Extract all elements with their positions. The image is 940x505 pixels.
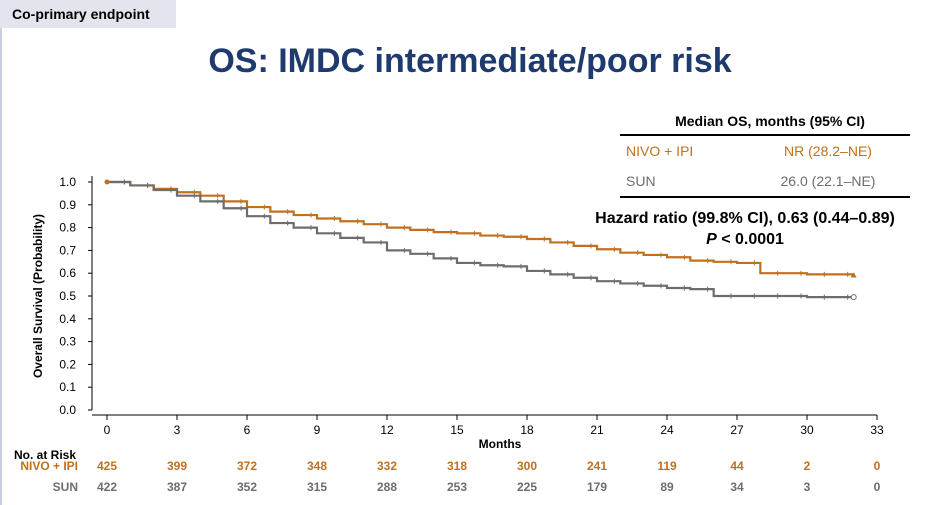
p-label: P bbox=[706, 231, 717, 248]
risk-count: 0 bbox=[873, 480, 881, 494]
risk-count: 372 bbox=[236, 459, 258, 473]
x-tick-label: 6 bbox=[244, 423, 251, 437]
risk-count: 179 bbox=[586, 480, 608, 494]
risk-count: 89 bbox=[660, 480, 674, 494]
median-arm-label: NIVO + IPI bbox=[626, 143, 694, 159]
risk-count: 318 bbox=[446, 459, 468, 473]
risk-count: 3 bbox=[803, 480, 811, 494]
y-tick-label: 0.7 bbox=[59, 243, 76, 257]
median-os-header: Median OS, months (95% CI) bbox=[620, 108, 910, 136]
p-value: < 0.0001 bbox=[721, 231, 784, 248]
y-tick-label: 0.8 bbox=[59, 221, 76, 235]
endpoint-tag: Co-primary endpoint bbox=[0, 0, 176, 28]
x-tick-label: 30 bbox=[800, 423, 814, 437]
x-tick-label: 15 bbox=[450, 423, 464, 437]
y-tick-label: 0.4 bbox=[59, 312, 76, 326]
x-tick-label: 18 bbox=[520, 423, 534, 437]
risk-count: 44 bbox=[730, 459, 744, 473]
curve-end-marker bbox=[850, 272, 857, 278]
y-axis-label: Overall Survival (Probability) bbox=[31, 214, 45, 378]
risk-count: 425 bbox=[96, 459, 118, 473]
x-tick-label: 0 bbox=[104, 423, 111, 437]
risk-count: 2 bbox=[803, 459, 811, 473]
survival-curve-nivo-ipi bbox=[107, 180, 855, 276]
median-value: NR (28.2–NE) bbox=[784, 143, 872, 159]
median-arm-label: SUN bbox=[626, 173, 656, 189]
risk-count: 34 bbox=[730, 480, 744, 494]
risk-count: 332 bbox=[376, 459, 398, 473]
y-tick-label: 0.1 bbox=[59, 380, 76, 394]
risk-row-label: SUN bbox=[52, 480, 78, 494]
risk-count: 348 bbox=[306, 459, 328, 473]
median-value: 26.0 (22.1–NE) bbox=[780, 173, 876, 189]
median-os-table: Median OS, months (95% CI) NIVO + IPI NR… bbox=[620, 108, 910, 198]
left-margin-rule bbox=[0, 0, 2, 505]
risk-row-label: NIVO + IPI bbox=[20, 459, 78, 473]
y-tick-label: 0.9 bbox=[59, 198, 76, 212]
risk-count: 300 bbox=[516, 459, 538, 473]
risk-count: 288 bbox=[376, 480, 398, 494]
risk-count: 315 bbox=[306, 480, 328, 494]
y-tick-label: 1.0 bbox=[59, 175, 76, 189]
survival-curve-sun bbox=[107, 180, 854, 299]
risk-table-title: No. at Risk bbox=[14, 448, 77, 462]
p-value-line: P < 0.0001 bbox=[560, 229, 930, 250]
risk-count: 387 bbox=[166, 480, 188, 494]
x-tick-label: 12 bbox=[380, 423, 394, 437]
x-tick-label: 33 bbox=[870, 423, 884, 437]
median-row-sun: SUN 26.0 (22.1–NE) bbox=[620, 166, 910, 198]
y-tick-label: 0.3 bbox=[59, 335, 76, 349]
x-tick-label: 27 bbox=[730, 423, 744, 437]
x-tick-label: 9 bbox=[314, 423, 321, 437]
median-row-nivo-ipi: NIVO + IPI NR (28.2–NE) bbox=[620, 136, 910, 166]
risk-count: 225 bbox=[516, 480, 538, 494]
curve-start-marker bbox=[104, 179, 110, 185]
risk-count: 253 bbox=[446, 480, 468, 494]
risk-count: 241 bbox=[586, 459, 608, 473]
hazard-ratio-annotation: Hazard ratio (99.8% CI), 0.63 (0.44–0.89… bbox=[560, 208, 930, 250]
x-tick-label: 24 bbox=[660, 423, 674, 437]
risk-count: 352 bbox=[236, 480, 258, 494]
y-tick-label: 0.2 bbox=[59, 357, 76, 371]
hazard-ratio-text: Hazard ratio (99.8% CI), 0.63 (0.44–0.89… bbox=[595, 210, 895, 227]
x-tick-label: 21 bbox=[590, 423, 604, 437]
y-tick-label: 0.0 bbox=[59, 403, 76, 417]
risk-count: 399 bbox=[166, 459, 188, 473]
curve-end-marker bbox=[850, 294, 857, 301]
x-axis-label: Months bbox=[479, 437, 522, 451]
slide-title: OS: IMDC intermediate/poor risk bbox=[208, 42, 732, 80]
risk-count: 0 bbox=[873, 459, 881, 473]
y-tick-label: 0.6 bbox=[59, 266, 76, 280]
risk-count: 422 bbox=[96, 480, 118, 494]
x-tick-label: 3 bbox=[174, 423, 181, 437]
risk-count: 119 bbox=[657, 459, 677, 473]
y-tick-label: 0.5 bbox=[59, 289, 76, 303]
